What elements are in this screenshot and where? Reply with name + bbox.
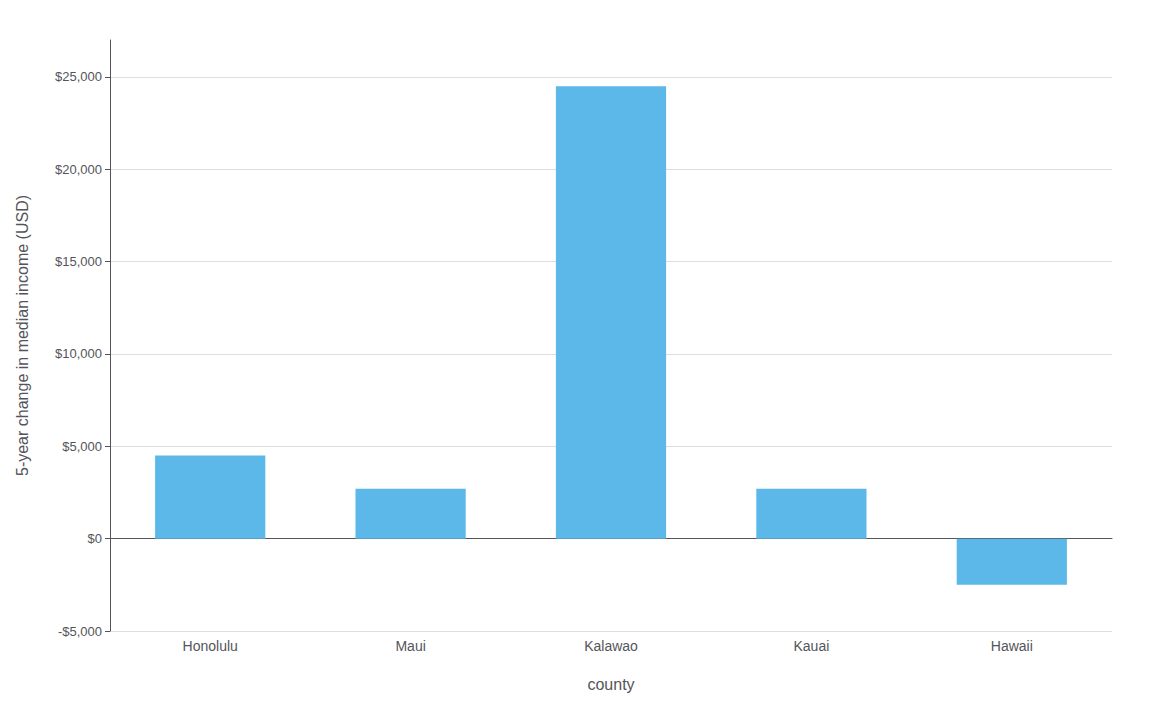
svg-text:$25,000: $25,000 xyxy=(55,69,102,84)
svg-text:Kauai: Kauai xyxy=(793,638,829,654)
svg-text:$20,000: $20,000 xyxy=(55,162,102,177)
svg-text:$10,000: $10,000 xyxy=(55,346,102,361)
svg-text:$15,000: $15,000 xyxy=(55,254,102,269)
svg-text:Kalawao: Kalawao xyxy=(584,638,638,654)
svg-text:5-year change in median income: 5-year change in median income (USD) xyxy=(14,195,31,476)
svg-text:county: county xyxy=(587,676,634,693)
svg-text:$5,000: $5,000 xyxy=(62,439,102,454)
svg-text:$0: $0 xyxy=(88,531,102,546)
svg-text:Hawaii: Hawaii xyxy=(991,638,1033,654)
svg-text:Maui: Maui xyxy=(395,638,425,654)
svg-text:-$5,000: -$5,000 xyxy=(58,624,102,639)
svg-text:Honolulu: Honolulu xyxy=(183,638,238,654)
